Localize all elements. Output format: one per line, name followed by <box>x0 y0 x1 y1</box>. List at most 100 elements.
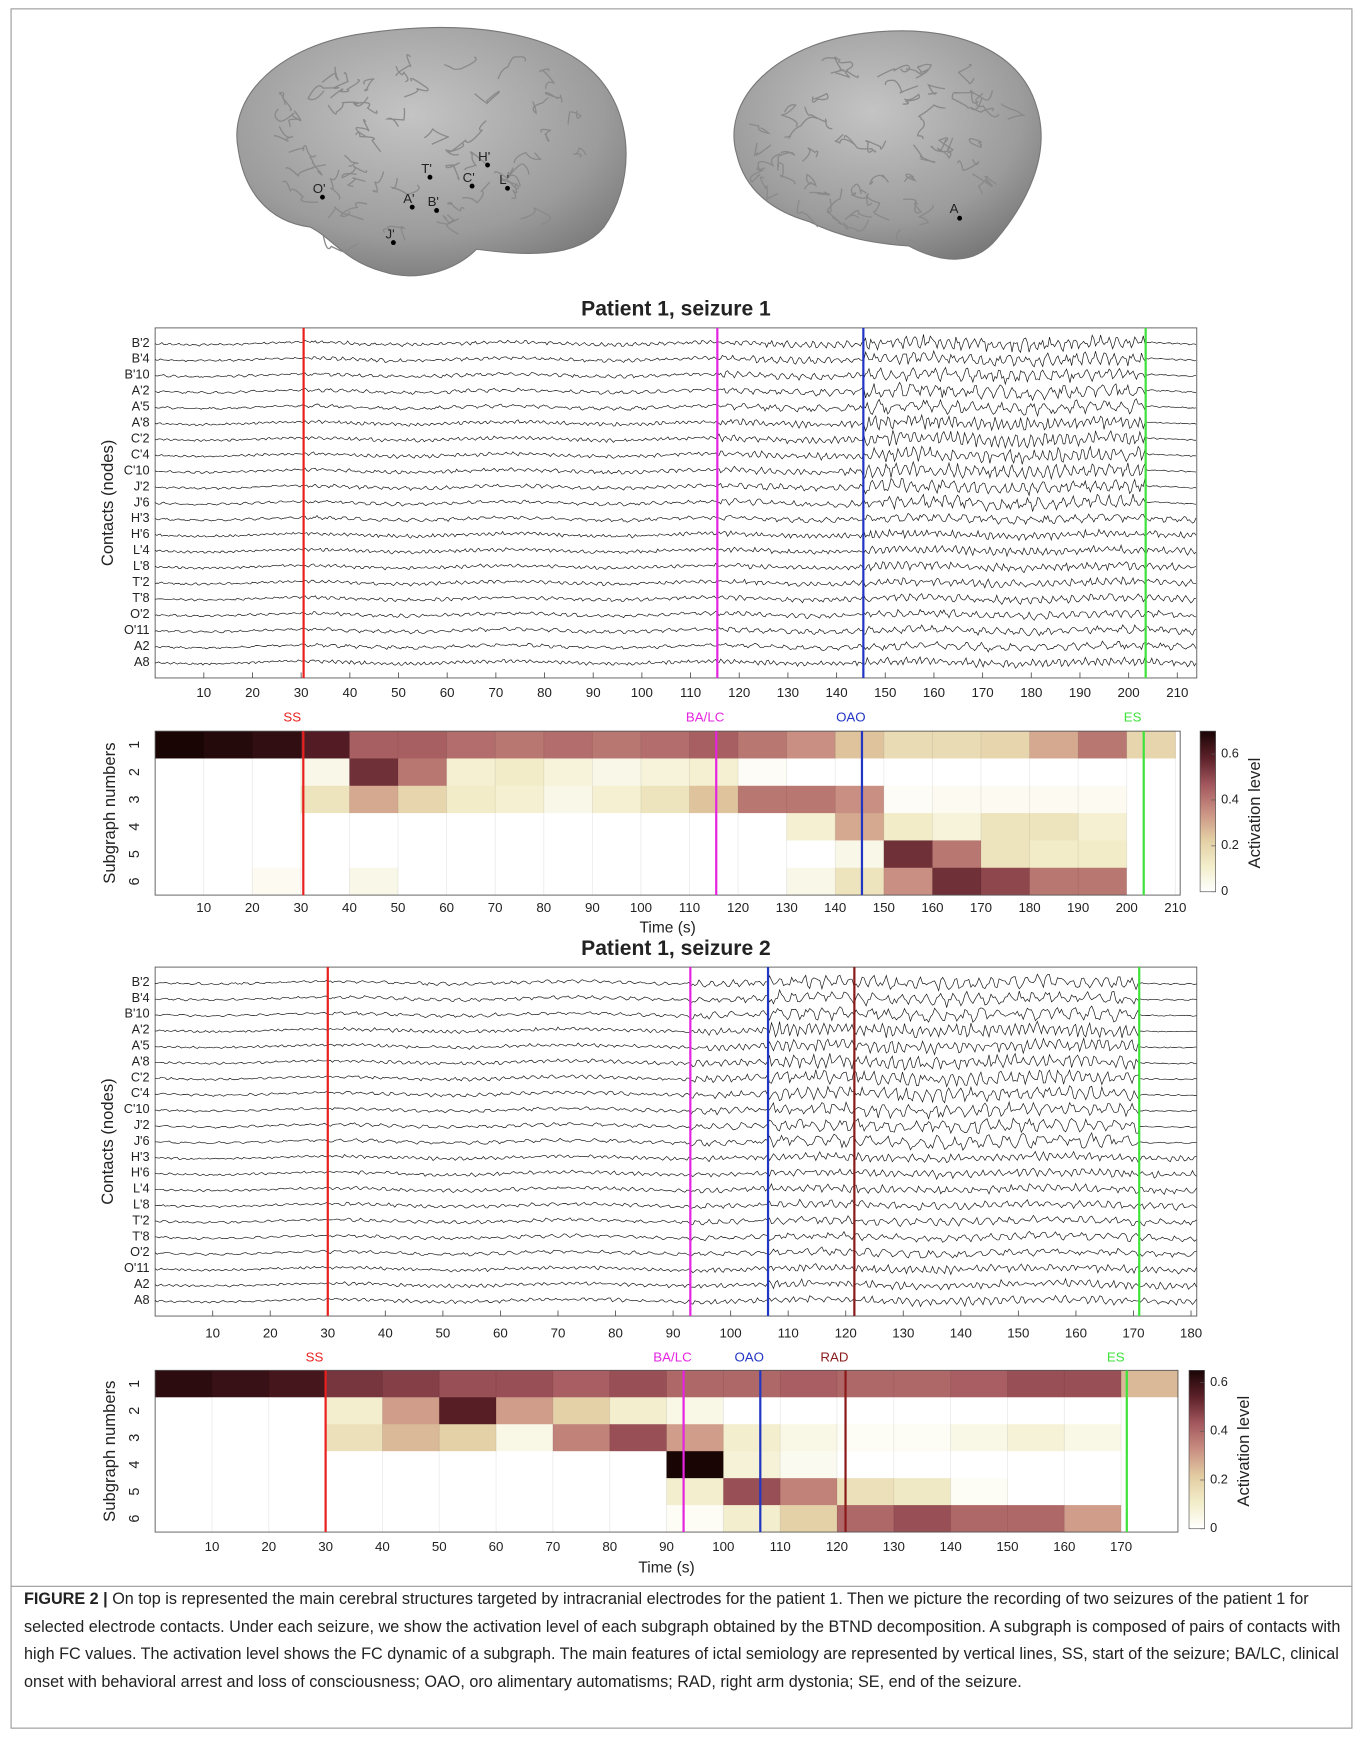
activation-cell <box>382 1424 440 1452</box>
channel-label: A2 <box>134 1276 150 1291</box>
x-tick-label: 140 <box>940 1539 962 1554</box>
brain-fold <box>352 96 378 114</box>
activation-cell <box>932 758 982 787</box>
activation-cell <box>883 813 933 841</box>
channel-label: H'3 <box>131 1149 150 1164</box>
channel-label: B'2 <box>132 335 150 350</box>
activation-cell <box>203 758 253 787</box>
channel-label: C'2 <box>131 430 150 445</box>
activation-cell <box>640 785 690 814</box>
electrode-label: A' <box>403 191 414 206</box>
activation-cell <box>382 1397 440 1425</box>
brain-fold <box>288 110 302 128</box>
brain-fold <box>869 174 890 185</box>
brain-fold <box>850 183 867 196</box>
brain-fold <box>273 126 294 142</box>
x-tick-label: 110 <box>680 685 701 700</box>
activation-cell <box>349 785 399 814</box>
channel-label: O'11 <box>124 622 150 637</box>
activation-cell <box>252 731 302 759</box>
electrode-dot <box>409 204 415 210</box>
colorbar-tick-label: 0.4 <box>1210 1423 1228 1438</box>
activation-cell <box>1126 840 1176 869</box>
channel-label: A'5 <box>132 399 150 414</box>
x-tick-label: 10 <box>205 1325 220 1340</box>
activation-cell <box>398 867 448 896</box>
brain-fold <box>927 83 945 95</box>
brain-fold <box>372 171 385 193</box>
activation-cell <box>980 867 1031 896</box>
activation-cell <box>1029 731 1079 759</box>
activation-cell <box>495 840 545 869</box>
activation-cell <box>325 1451 383 1479</box>
activation-cell <box>349 840 399 869</box>
caption: FIGURE 2 | On top is represented the mai… <box>24 1586 1346 1696</box>
eeg-axes <box>154 327 1198 679</box>
activation-cell <box>398 813 448 841</box>
activation-cell <box>1064 1451 1122 1479</box>
x-tick-label: 160 <box>1065 1325 1087 1340</box>
activation-cell <box>950 1370 1008 1398</box>
x-tick-label: 190 <box>1067 900 1089 915</box>
activation-cell <box>1121 1478 1179 1506</box>
heatmap-y-label: Subgraph numbers <box>100 742 119 883</box>
activation-cell <box>666 1370 724 1398</box>
activation-cell <box>1064 1505 1122 1533</box>
activation-cell <box>835 840 885 869</box>
channel-label: C'4 <box>131 1085 150 1100</box>
activation-cell <box>268 1397 327 1425</box>
x-tick-label: 130 <box>777 685 799 700</box>
activation-cell <box>780 1451 838 1479</box>
activation-cell <box>268 1424 327 1452</box>
x-tick-label: 170 <box>1122 1325 1144 1340</box>
activation-cell <box>1007 1478 1065 1506</box>
x-tick-label: 170 <box>970 900 992 915</box>
heatmap-axes <box>154 730 1181 896</box>
activation-cell <box>835 758 885 787</box>
activation-cell <box>446 813 496 841</box>
activation-cell <box>446 731 496 759</box>
x-tick-label: 20 <box>245 900 260 915</box>
activation-cell <box>689 758 739 787</box>
brain-fold <box>538 68 555 89</box>
colorbar-tick-label: 0 <box>1221 883 1228 898</box>
activation-cell <box>893 1424 952 1452</box>
activation-cell <box>1126 785 1176 814</box>
activation-cell <box>543 758 593 787</box>
brain-fold <box>436 214 460 225</box>
activation-cell <box>552 1424 611 1452</box>
event-label: RAD <box>820 1350 848 1365</box>
activation-cell <box>203 867 253 896</box>
activation-cell <box>543 840 593 869</box>
x-tick-label: 180 <box>1018 900 1040 915</box>
activation-cell <box>1078 731 1128 759</box>
activation-cell <box>835 813 885 841</box>
brain-fold <box>796 199 819 228</box>
x-tick-label: 80 <box>536 900 551 915</box>
activation-cell <box>203 813 253 841</box>
eeg-y-label: Contacts (nodes) <box>98 1078 117 1204</box>
x-tick-label: 60 <box>489 1539 504 1554</box>
brain-fold <box>826 211 849 229</box>
activation-cell <box>446 867 496 896</box>
activation-cell <box>1029 758 1079 787</box>
x-tick-label: 50 <box>391 685 406 700</box>
activation-cell <box>609 1370 667 1398</box>
electrode-dot <box>505 185 510 191</box>
activation-cell <box>980 813 1031 841</box>
activation-cell <box>325 1370 383 1398</box>
brain-fold <box>748 123 771 135</box>
x-tick-label: 110 <box>679 900 700 915</box>
activation-cell <box>592 840 642 869</box>
brain-fold <box>307 85 340 101</box>
activation-cell <box>155 758 205 787</box>
brain-fold <box>784 116 818 140</box>
brain-fold <box>390 178 420 196</box>
brain-fold <box>447 201 465 212</box>
brain-fold <box>423 127 450 145</box>
activation-cell <box>495 813 545 841</box>
brain-fold <box>341 165 368 179</box>
activation-cell <box>552 1397 611 1425</box>
channel-label: T'8 <box>132 1228 149 1243</box>
